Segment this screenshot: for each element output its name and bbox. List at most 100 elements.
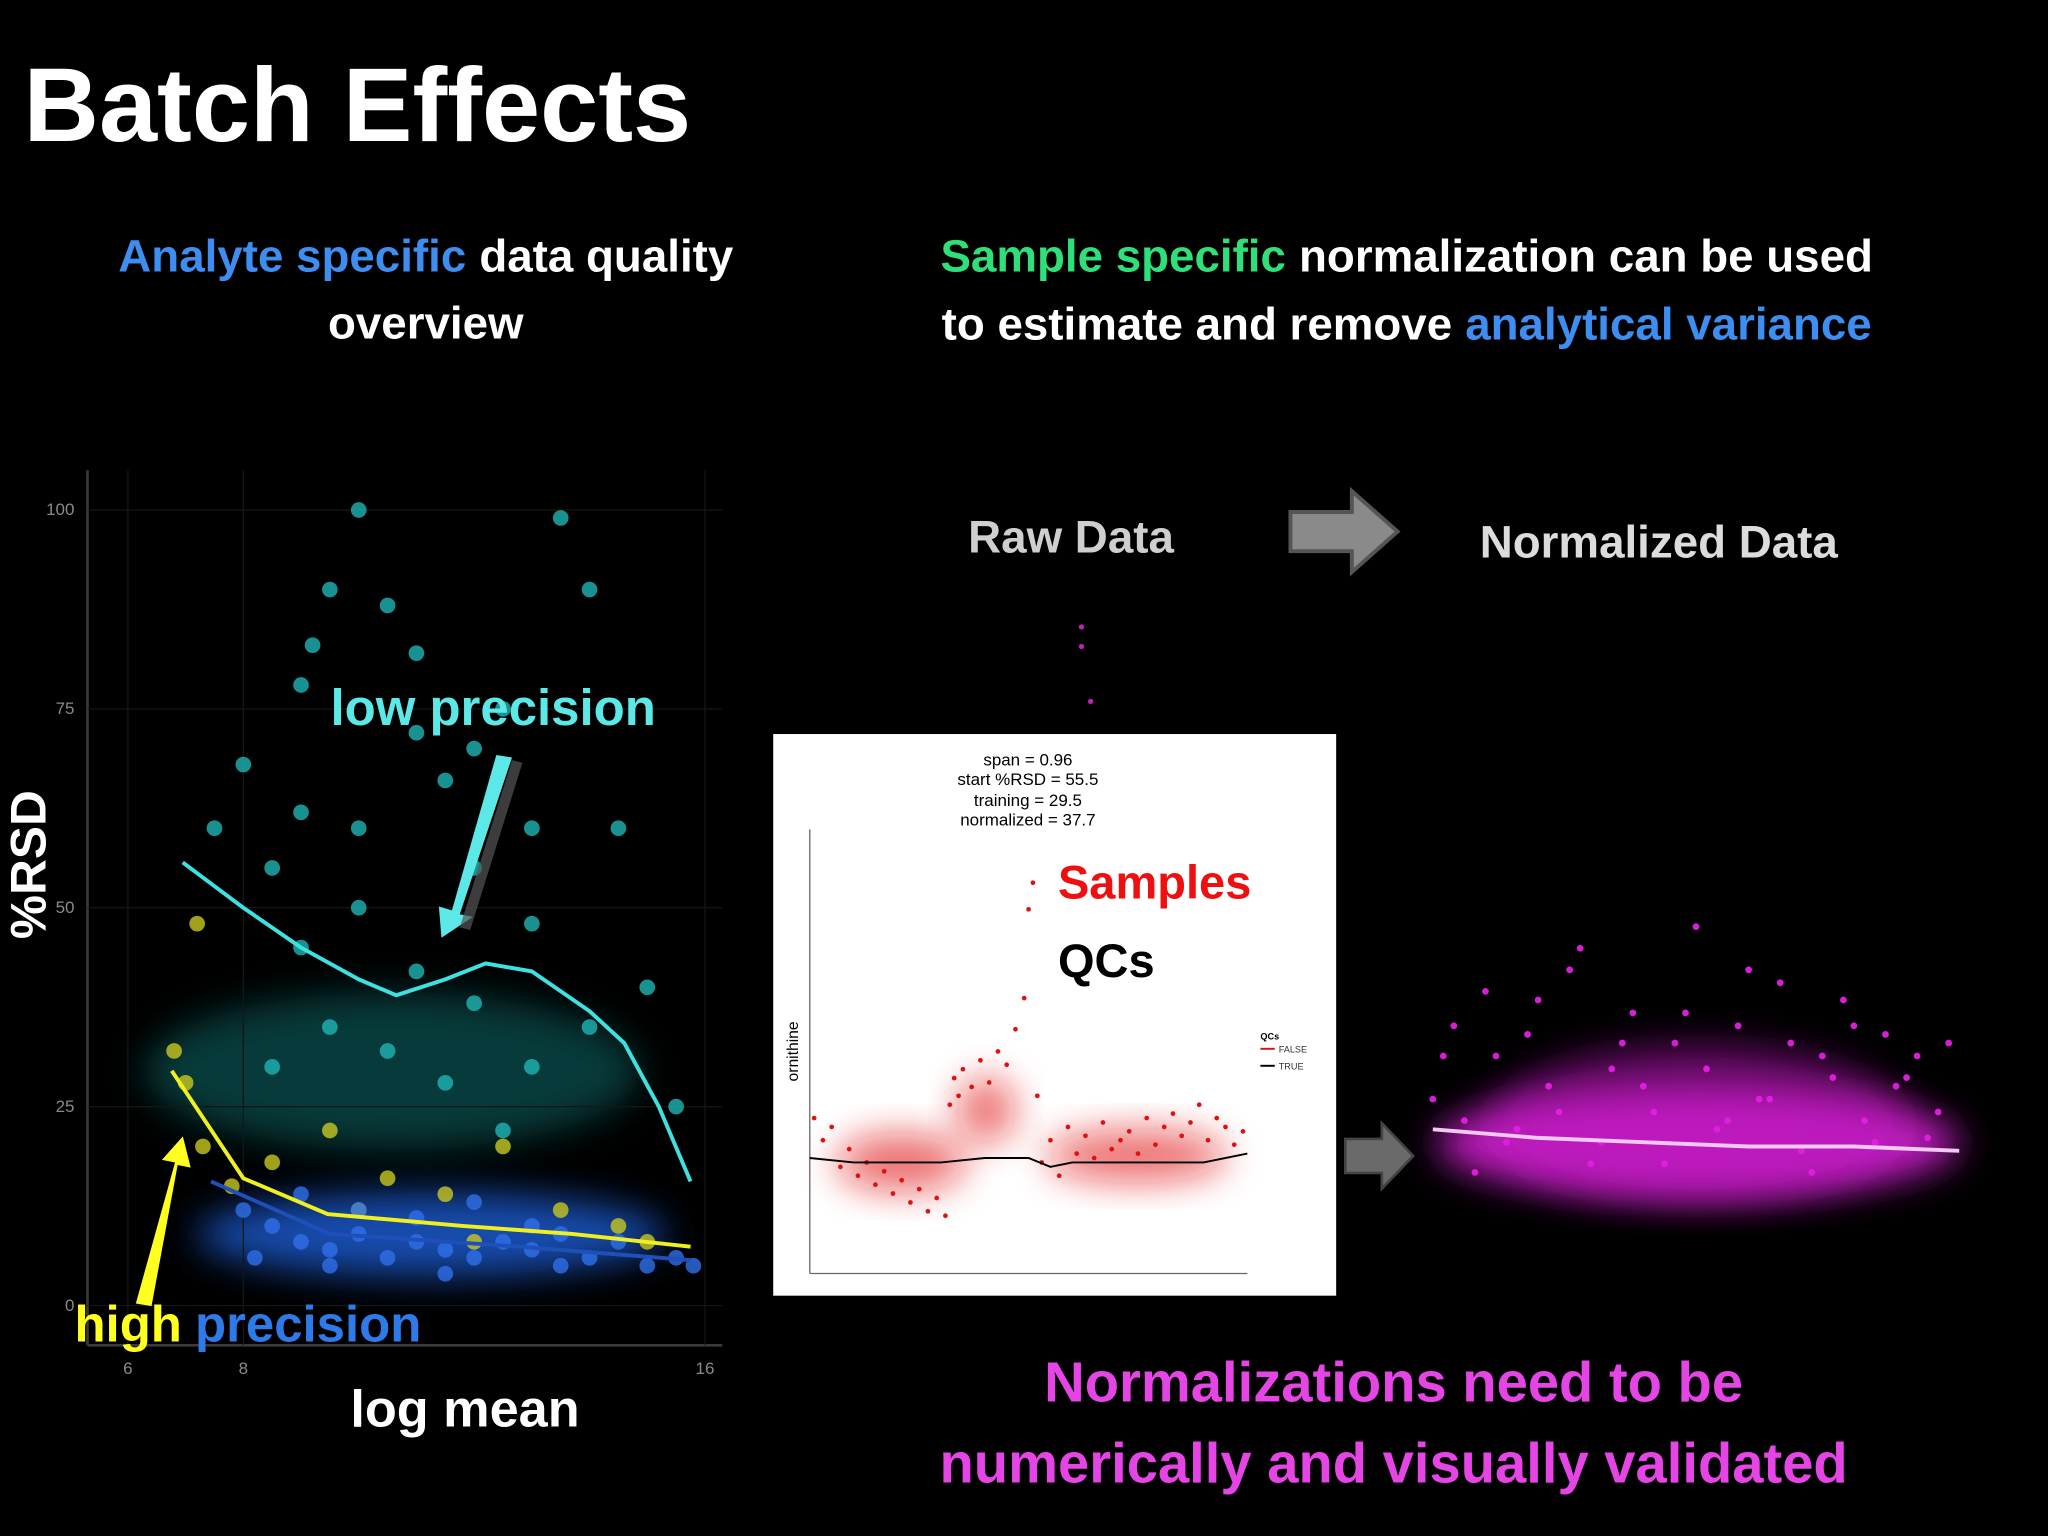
point — [1903, 1074, 1910, 1081]
point — [264, 1059, 281, 1075]
point — [890, 1191, 896, 1196]
point — [1513, 1125, 1521, 1133]
point — [1671, 1039, 1679, 1047]
point — [581, 1019, 598, 1035]
point — [1450, 1022, 1458, 1030]
annotation: normalized = 37.7 — [960, 810, 1095, 829]
raw-chart — [809, 880, 1248, 1219]
x-tick-label: 16 — [696, 1359, 715, 1378]
point — [881, 1168, 887, 1174]
x-tick-label: 6 — [123, 1359, 132, 1378]
point — [408, 645, 425, 662]
annotation: low precision — [330, 679, 655, 736]
point — [1892, 1082, 1900, 1090]
annotation: training = 29.5 — [974, 791, 1082, 810]
point — [293, 677, 309, 693]
y-tick-label: 100 — [46, 500, 74, 519]
point — [524, 820, 540, 837]
point — [947, 1102, 953, 1108]
point — [552, 1202, 569, 1218]
dot — [1088, 698, 1094, 704]
point — [1745, 966, 1753, 974]
point — [899, 1177, 905, 1183]
annotation: high precision — [74, 1295, 421, 1352]
point — [1214, 1115, 1220, 1121]
point — [1766, 1095, 1774, 1103]
point — [811, 1115, 817, 1121]
point — [1608, 1065, 1616, 1073]
point — [1618, 1039, 1626, 1047]
point — [437, 772, 454, 789]
point — [1135, 1151, 1141, 1156]
point — [350, 820, 367, 837]
point — [293, 1234, 309, 1250]
point — [1144, 1115, 1150, 1121]
point — [1713, 1125, 1721, 1133]
point — [1471, 1168, 1479, 1176]
right-heading: to estimate and remove analytical varianc… — [942, 299, 1872, 350]
point — [1650, 1108, 1658, 1116]
y-tick-label: 50 — [56, 898, 75, 917]
point — [1196, 1102, 1202, 1108]
slide-title: Batch Effects — [24, 47, 692, 164]
point — [1439, 1052, 1447, 1060]
point — [610, 820, 627, 837]
point — [264, 1218, 281, 1234]
point — [524, 915, 540, 932]
point — [1524, 1031, 1531, 1038]
point — [247, 1249, 263, 1266]
point — [1048, 1137, 1053, 1143]
legend-label: TRUE — [1279, 1062, 1304, 1072]
legend-title: QCs — [1260, 1032, 1279, 1042]
point — [969, 1084, 975, 1090]
left-heading: overview — [328, 297, 524, 348]
point — [495, 1122, 511, 1139]
legend: FALSE TRUE — [1260, 1045, 1307, 1072]
point — [552, 510, 569, 526]
point — [1429, 1095, 1437, 1103]
point — [350, 1202, 367, 1218]
point — [1482, 987, 1489, 995]
point — [1703, 1065, 1710, 1073]
dot — [1078, 643, 1085, 650]
point — [916, 1186, 922, 1192]
point — [1100, 1120, 1106, 1125]
arrow-shadow — [459, 760, 523, 930]
heading-text: to estimate and remove — [942, 299, 1453, 350]
conclusion: Normalizations need to be — [1044, 1350, 1743, 1413]
point — [350, 502, 367, 518]
point — [1188, 1120, 1193, 1125]
point — [322, 1242, 338, 1258]
point — [304, 637, 321, 654]
point — [1065, 1124, 1071, 1130]
point — [995, 1049, 1001, 1054]
point — [1629, 1009, 1637, 1017]
point — [1934, 1108, 1942, 1116]
point — [235, 756, 252, 773]
trend-line — [210, 1179, 691, 1263]
point — [1576, 944, 1584, 952]
dot — [1078, 624, 1085, 630]
flow-label: Normalized Data — [1480, 517, 1839, 568]
annotation: start %RSD = 55.5 — [957, 770, 1098, 789]
point — [1223, 1124, 1228, 1130]
point — [1734, 1022, 1742, 1030]
arrow — [438, 754, 512, 938]
point — [1205, 1137, 1211, 1143]
point — [495, 701, 511, 717]
point — [1503, 1138, 1510, 1146]
point — [951, 1075, 957, 1081]
point — [466, 1194, 482, 1210]
legend-label: FALSE — [1279, 1045, 1307, 1055]
point — [408, 724, 425, 741]
point — [1913, 1052, 1921, 1060]
point — [960, 1066, 966, 1072]
point — [610, 1218, 627, 1234]
x-tick-label: 8 — [239, 1359, 248, 1378]
point — [1034, 1093, 1040, 1099]
point — [1030, 880, 1036, 886]
heading-text: normalization can be used — [1299, 231, 1873, 282]
point-cloud — [195, 1192, 667, 1277]
point — [552, 1257, 569, 1274]
